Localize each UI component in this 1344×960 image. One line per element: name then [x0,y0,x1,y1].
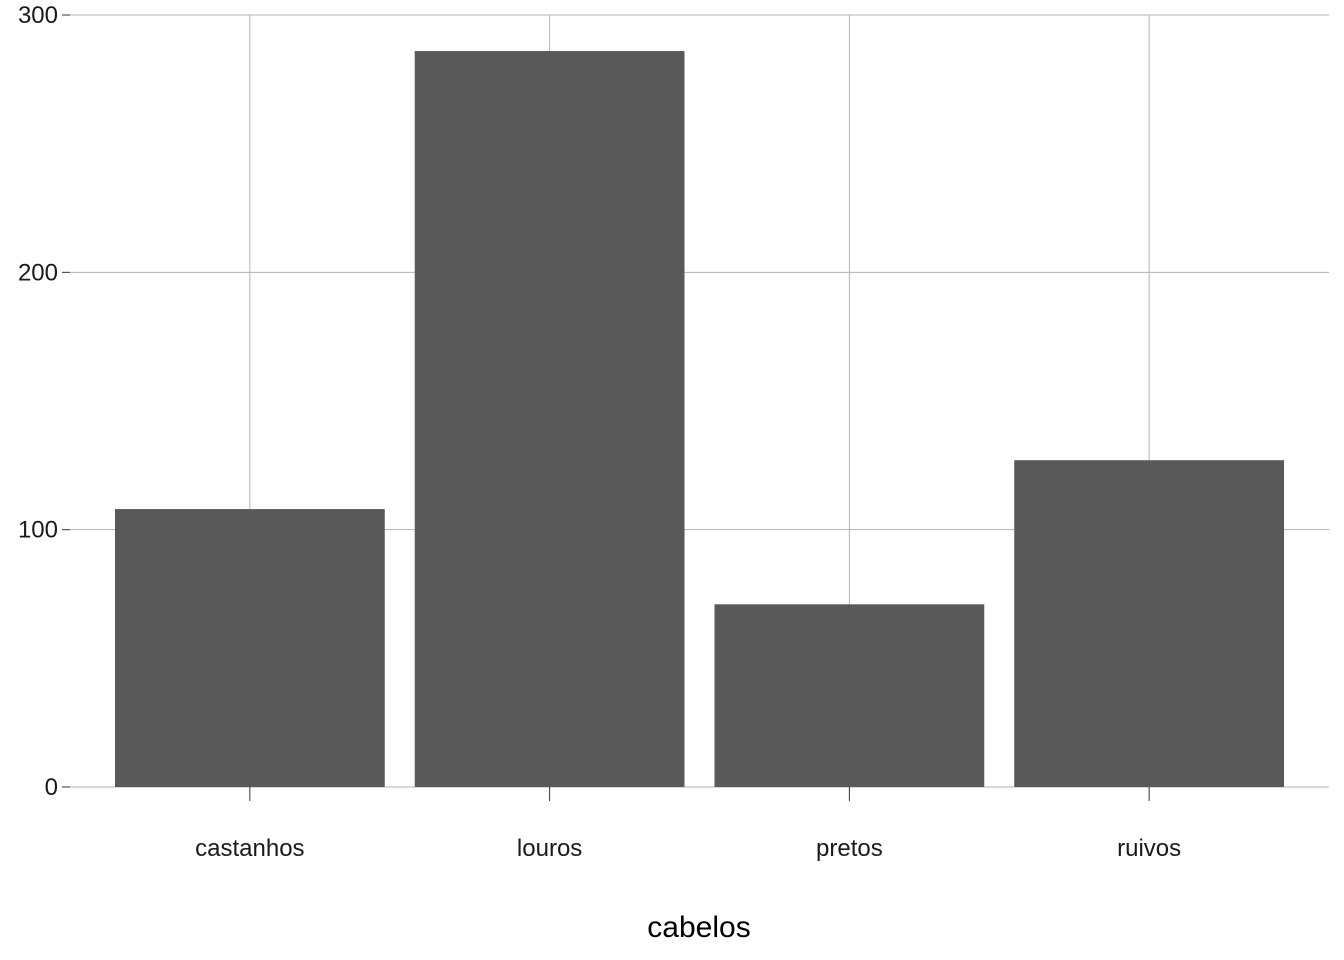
bar-louros [414,51,685,787]
y-tick-label: 300 [18,2,58,29]
x-axis-title: cabelos [647,911,750,944]
axis-ticks [62,14,1150,801]
tick-labels: 0 100 200 300 castanhos louros pretos ruivos [18,2,1181,862]
x-tick-label: pretos [816,835,883,862]
y-tick-label: 100 [18,517,58,544]
bars [114,51,1285,787]
bar-castanhos [114,509,385,787]
x-tick-label: ruivos [1117,835,1181,862]
x-tick-label: castanhos [195,835,304,862]
y-tick-label: 200 [18,259,58,286]
bar-pretos [714,604,985,787]
bar-ruivos [1014,460,1285,787]
y-tick-label: 0 [45,774,58,801]
x-tick-label: louros [517,835,582,862]
